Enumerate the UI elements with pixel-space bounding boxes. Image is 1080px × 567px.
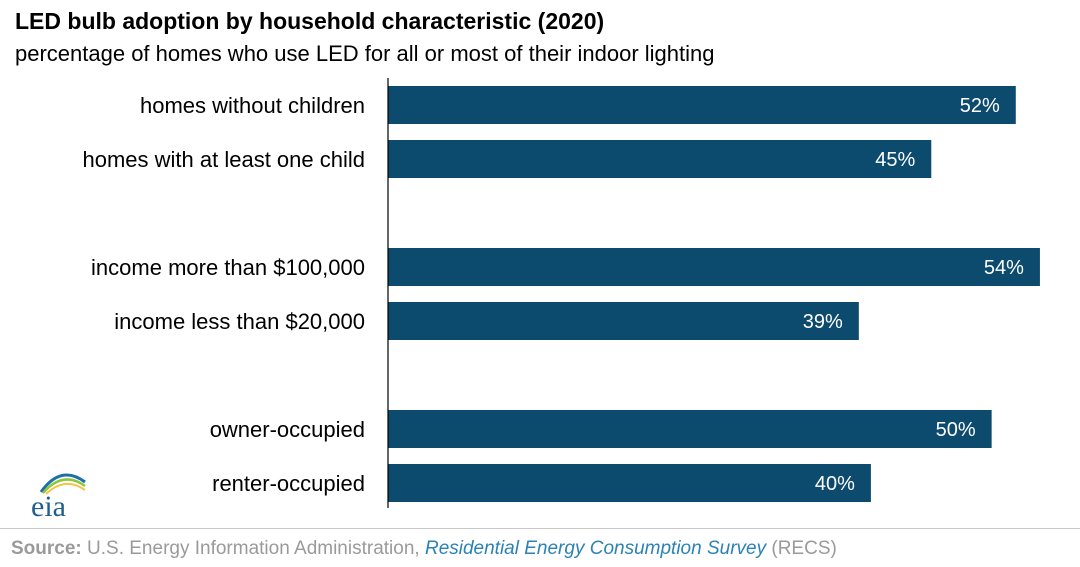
- source-label: Source:: [11, 538, 82, 559]
- survey-link[interactable]: Residential Energy Consumption Survey: [424, 538, 767, 559]
- bar-1: [388, 140, 932, 178]
- bar-4: [388, 410, 992, 448]
- category-label-4: owner-occupied: [210, 417, 365, 442]
- value-label-2: 54%: [984, 257, 1024, 279]
- chart-title: LED bulb adoption by household character…: [15, 8, 605, 34]
- category-label-2: income more than $100,000: [91, 255, 365, 280]
- value-label-5: 40%: [815, 473, 855, 495]
- value-label-1: 45%: [875, 149, 915, 171]
- bar-2: [388, 248, 1040, 286]
- source-text: U.S. Energy Information Administration,: [87, 538, 420, 559]
- bar-0: [388, 86, 1016, 124]
- category-label-1: homes with at least one child: [83, 147, 366, 172]
- bar-chart: homes without children 52% homes with at l…: [83, 78, 1040, 508]
- bar-3: [388, 302, 859, 340]
- logo-arc-blue: [39, 473, 86, 493]
- value-label-0: 52%: [960, 95, 1000, 117]
- survey-abbr: (RECS): [771, 538, 837, 559]
- category-label-5: renter-occupied: [212, 471, 365, 496]
- value-label-4: 50%: [936, 419, 976, 441]
- source-note: Source: U.S. Energy Information Administ…: [11, 538, 837, 560]
- logo-text: eia: [31, 490, 66, 522]
- chart-subtitle: percentage of homes who use LED for all …: [15, 41, 715, 66]
- category-label-0: homes without children: [140, 93, 365, 118]
- logo-arc-green: [42, 478, 86, 494]
- value-label-3: 39%: [803, 311, 843, 333]
- eia-logo: eia: [31, 473, 86, 522]
- footer-divider: [0, 528, 1080, 529]
- logo-arc-yellow: [45, 483, 86, 495]
- bar-5: [388, 464, 871, 502]
- category-label-3: income less than $20,000: [114, 309, 365, 334]
